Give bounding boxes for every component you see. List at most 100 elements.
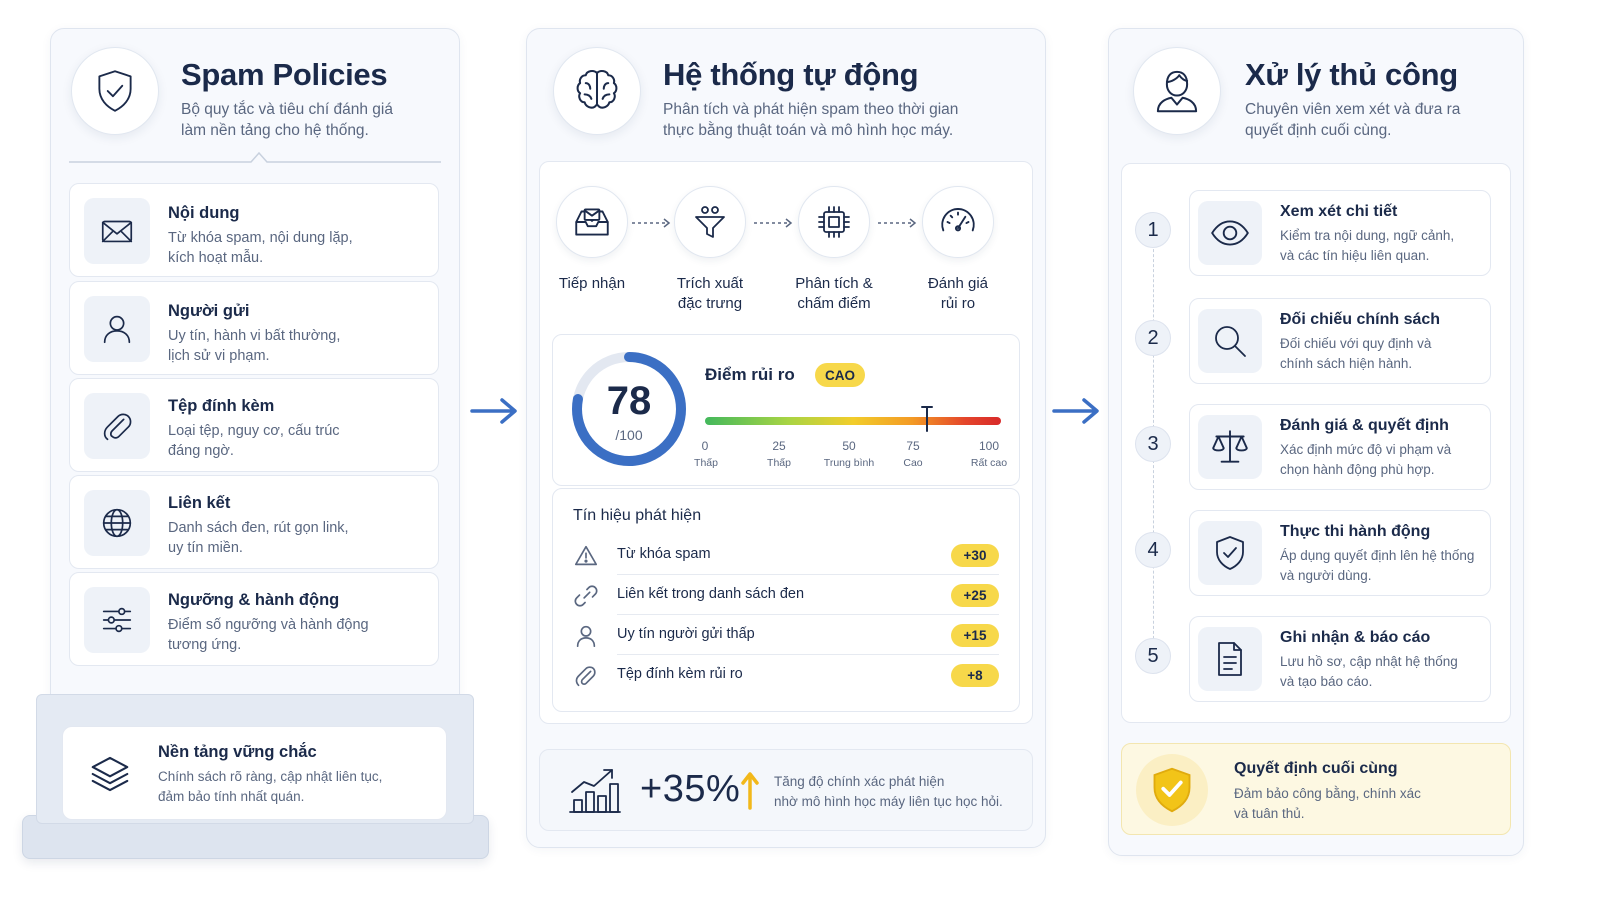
scale-tick-num: 50 [842,439,856,453]
policy-item-content[interactable]: Nội dung Từ khóa spam, nội dung lặp, kích… [69,183,439,277]
pipeline-step-analyze[interactable] [798,186,870,258]
growth-chart-icon [569,769,621,813]
step-title: Thực thi hành động [1280,523,1431,540]
signal-text: Uy tín người gửi thấp [617,626,755,642]
foundation-icon-wrap [81,745,139,803]
policy-item-title: Tệp đính kèm [168,397,275,415]
score-ring [572,352,686,466]
signal-divider [617,574,999,575]
scale-tick-num: 100 [978,439,1000,453]
policy-item-title: Người gửi [168,302,250,320]
auto-header-icon [553,47,641,135]
user-icon [103,315,131,344]
manual-title: Xử lý thủ công [1245,57,1458,92]
scale-tick-label: Cao [903,457,923,469]
policies-panel: Spam Policies Bộ quy tắc và tiêu chí đán… [50,28,460,718]
signal-points-badge: +30 [951,544,999,567]
pipeline-connector [754,218,793,228]
signal-text: Từ khóa spam [617,546,711,562]
step-number: 3 [1135,426,1171,462]
policies-title: Spam Policies [181,57,388,92]
manual-subtitle: Chuyên viên xem xét và đưa ra quyết định… [1245,101,1461,139]
signal-points-badge: +15 [951,624,999,647]
scale-tick-label: Trung bình [823,457,875,469]
pipeline-label-analyze: Phân tích & chấm điểm [795,275,873,312]
step-card-policy-check[interactable]: Đối chiếu chính sách Đối chiếu với quy đ… [1189,298,1491,384]
pipeline-step-extract[interactable] [674,186,746,258]
step-desc: Đối chiếu với quy định và chính sách hiện… [1280,336,1432,371]
step-desc: Xác định mức độ vi phạm và chọn hành động… [1280,442,1452,477]
gold-shield-check-icon [1153,767,1191,813]
warning-icon [574,545,598,566]
pipeline-label-intake: Tiếp nhận [558,275,626,292]
policy-item-sender[interactable]: Người gửi Uy tín, hành vi bất thường, lịc… [69,281,439,375]
step-desc: Áp dụng quyết định lên hệ thống và người … [1280,548,1475,583]
signal-divider [617,654,999,655]
scale-tick-label: Thấp [767,457,791,469]
scale-tick-num: 75 [906,439,920,453]
step-card-enforce[interactable]: Thực thi hành động Áp dụng quyết định lê… [1189,510,1491,596]
document-icon [1218,642,1242,676]
policy-item-title: Nội dung [168,204,240,222]
risk-score-card: 78 /100 Điểm rủi ro CAO 0 25 50 75 100 T… [552,334,1020,486]
reviewer-icon [1156,70,1198,113]
scale-tick-label: Thấp [694,457,718,469]
globe-icon [102,508,132,538]
risk-scale-bar [705,417,1001,425]
up-arrow-icon [741,772,759,810]
signals-card: Tín hiệu phát hiện Từ khóa spam +30 Liên… [552,488,1020,712]
policy-item-icon [84,198,150,264]
score-level-badge: CAO [815,363,865,387]
step-icon [1198,627,1262,691]
signal-row[interactable]: Tệp đính kèm rủi ro +8 [553,655,1019,695]
foundation-desc: Chính sách rõ ràng, cập nhật liên tục, đả… [158,769,383,804]
signal-row[interactable]: Liên kết trong danh sách đen +25 [553,575,1019,615]
manual-header-icon [1133,47,1221,135]
scale-tick-num: 0 [701,439,709,453]
pipeline-step-risk[interactable] [922,186,994,258]
signal-row[interactable]: Từ khóa spam +30 [553,535,1019,575]
policy-item-title: Liên kết [168,494,231,512]
policy-item-desc: Điểm số ngưỡng và hành động tương ứng. [168,617,369,653]
foundation-card[interactable]: Nền tảng vững chắc Chính sách rõ ràng, c… [62,726,447,820]
foundation-title: Nền tảng vững chắc [158,743,317,761]
pipeline-label-extract: Trích xuất đặc trưng [676,275,744,312]
score-label: Điểm rủi ro [705,365,795,384]
policy-item-attachment[interactable]: Tệp đính kèm Loại tệp, nguy cơ, cấu trúc… [69,378,439,472]
policy-item-desc: Danh sách đen, rút gọn link, uy tín miền. [168,520,349,556]
step-card-report[interactable]: Ghi nhận & báo cáo Lưu hồ sơ, cập nhật h… [1189,616,1491,702]
brain-icon [576,70,618,109]
step-number: 2 [1135,320,1171,356]
signal-points-badge: +25 [951,584,999,607]
improvement-desc: Tăng độ chính xác phát hiện nhờ mô hình h… [774,774,1003,809]
policy-item-desc: Từ khóa spam, nội dung lặp, kích hoạt mẫu… [168,230,353,266]
inbox-icon [575,208,609,236]
pipeline-step-intake[interactable] [556,186,628,258]
policies-divider [69,151,441,163]
chip-icon [818,206,850,238]
search-icon [1215,326,1246,357]
shield-check-icon [1216,536,1244,570]
policy-item-links[interactable]: Liên kết Danh sách đen, rút gọn link, uy … [69,475,439,569]
step-title: Xem xét chi tiết [1280,203,1398,220]
step-icon [1198,201,1262,265]
manual-steps-panel: 1 Xem xét chi tiết Kiểm tra nội dung, ng… [1121,163,1511,723]
policies-header-icon [71,47,159,135]
final-decision-card[interactable]: Quyết định cuối cùng Đảm bảo công bằng, … [1121,743,1511,835]
filter-icon [695,206,725,238]
policy-item-thresholds[interactable]: Ngưỡng & hành động Điểm số ngưỡng và hàn… [69,572,439,666]
pipeline-label-risk: Đánh giá rủi ro [927,275,989,312]
step-card-decide[interactable]: Đánh giá & quyết định Xác định mức độ vi… [1189,404,1491,490]
policy-item-title: Ngưỡng & hành động [168,591,340,609]
shield-check-icon [98,70,132,112]
final-decision-title: Quyết định cuối cùng [1234,760,1398,777]
signal-text: Liên kết trong danh sách đen [617,586,805,602]
final-decision-icon-wrap [1136,754,1208,826]
policies-subtitle: Bộ quy tắc và tiêu chí đánh giá làm nền … [181,101,393,139]
signal-points-badge: +8 [951,664,999,687]
auto-inner-panel: Tiếp nhận Trích xuất đặc trưng Phân tích … [539,161,1033,724]
manual-panel: Xử lý thủ công Chuyên viên xem xét và đư… [1108,28,1524,856]
pipeline-connector [878,218,917,228]
step-card-review[interactable]: Xem xét chi tiết Kiểm tra nội dung, ngữ … [1189,190,1491,276]
signal-row[interactable]: Uy tín người gửi thấp +15 [553,615,1019,655]
